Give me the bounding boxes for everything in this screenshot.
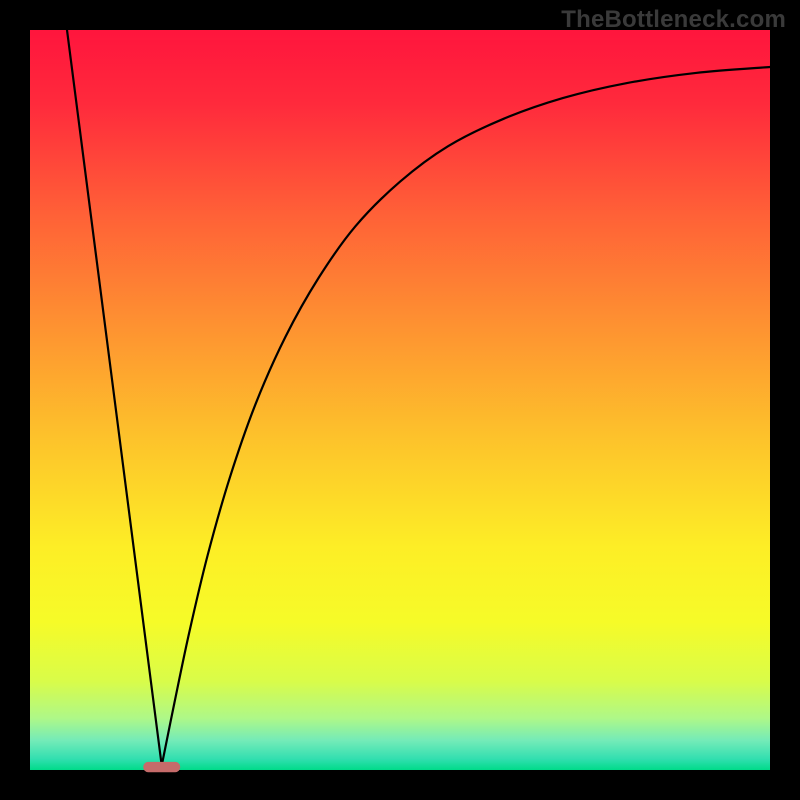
plot-background bbox=[30, 30, 770, 770]
chart-stage: TheBottleneck.com bbox=[0, 0, 800, 800]
chart-svg bbox=[0, 0, 800, 800]
optimum-marker bbox=[143, 762, 180, 772]
watermark-text: TheBottleneck.com bbox=[561, 6, 786, 34]
